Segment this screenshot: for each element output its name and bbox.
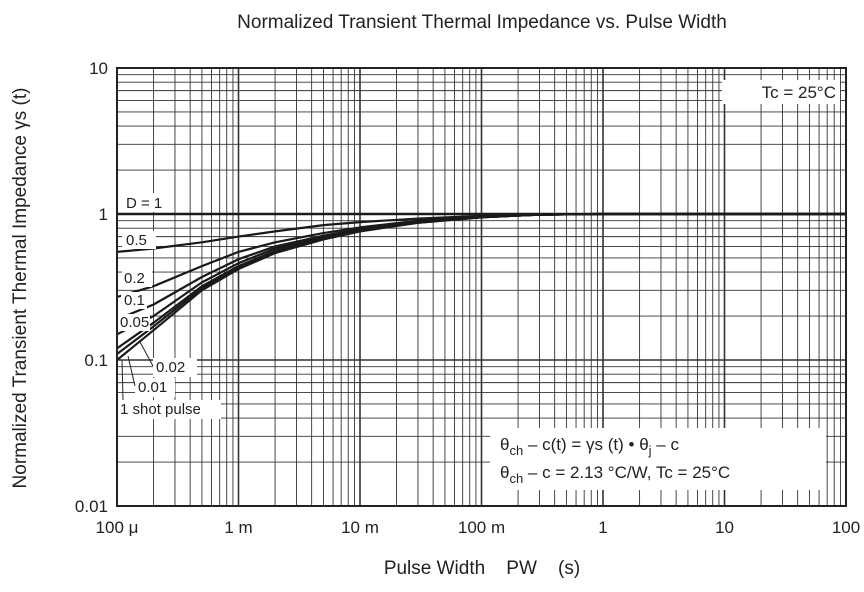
formula1-sub-j: j: [648, 443, 652, 458]
curve-label-bg: [153, 358, 197, 377]
formula-line-1: θch – c(t) = γs (t) • θj – c: [500, 435, 679, 458]
x-tick-label: 100 m: [458, 518, 505, 537]
curve-label: 0.2: [124, 270, 145, 287]
curve-label-bg: [124, 193, 172, 212]
series-group: [116, 212, 846, 361]
curve-label: 0.1: [124, 292, 145, 309]
y-axis-label: Normalized Transient Thermal Impedance γ…: [10, 88, 31, 489]
y-tick-label: 1: [99, 205, 108, 224]
curve-label-bg: [117, 400, 221, 419]
formula1-mid: – c(t) = γs (t) • θ: [523, 435, 648, 454]
x-axis-label: Pulse Width PW (s): [384, 558, 580, 579]
tc-label: Tc = 25°C: [762, 83, 836, 102]
y-tick-label: 0.1: [84, 351, 108, 370]
formula1-end: – c: [652, 435, 680, 454]
curve-label-bg: [135, 378, 175, 397]
curve-label: 0.05: [120, 314, 149, 331]
curve-label-bg: [121, 292, 147, 309]
curve-label: D = 1: [126, 195, 162, 212]
formula2-theta: θ: [500, 463, 509, 482]
curve-label: 0.5: [126, 232, 147, 249]
leader-line: [139, 341, 154, 367]
leader-line: [127, 355, 136, 387]
tick-labels: 100 μ 1 m 10 m 100 m 1 10 100 0.01 0.1 1 10: [75, 59, 860, 537]
y-tick-label: 0.01: [75, 497, 108, 516]
chart-title: Normalized Transient Thermal Impedance v…: [237, 12, 727, 33]
series-line: [116, 212, 846, 361]
formula-line-2: θch – c = 2.13 °C/W, Tc = 25°C: [500, 463, 730, 486]
curve-label: 1 shot pulse: [120, 401, 201, 418]
x-tick-label: 1 m: [224, 518, 252, 537]
formula1-theta: θ: [500, 435, 509, 454]
formula-box: [490, 428, 826, 490]
x-tick-label: 100: [832, 518, 860, 537]
x-tick-label: 10: [715, 518, 734, 537]
curve-labels: D = 1 0.5 0.2 0.1 0.05 0.02 0.01 1 shot pulse: [117, 193, 221, 419]
x-tick-label: 1: [598, 518, 607, 537]
plot-frame: [116, 67, 847, 507]
curve-label: 0.02: [156, 359, 185, 376]
curve-label-bg: [122, 269, 152, 287]
y-tick-label: 10: [89, 59, 108, 78]
formula1-sub-ch: ch: [509, 443, 523, 458]
tc-label-bg: [722, 80, 840, 104]
formula2-sub-ch: ch: [509, 471, 523, 486]
formula2-rest: – c = 2.13 °C/W, Tc = 25°C: [523, 463, 730, 482]
leader-line: [121, 359, 124, 401]
curve-label-bg: [118, 314, 150, 331]
curve-label: 0.01: [138, 379, 167, 396]
x-tick-label: 100 μ: [96, 518, 139, 537]
curve-label-bg: [122, 231, 156, 249]
x-tick-label: 10 m: [341, 518, 379, 537]
